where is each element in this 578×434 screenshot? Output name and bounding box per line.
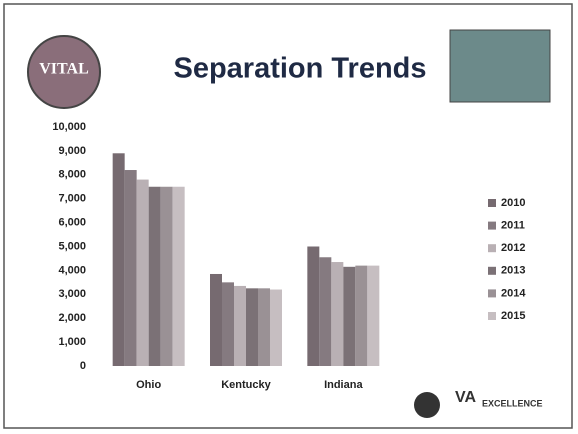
bar [234,285,246,366]
legend-swatch [488,199,496,207]
legend-label: 2014 [501,287,526,299]
legend-label: 2015 [501,310,525,322]
legend-swatch [488,244,496,253]
legend-label: 2013 [501,265,525,277]
y-tick-label: 6,000 [58,217,86,229]
bar [355,265,368,366]
bar [124,170,137,366]
y-tick-label: 8,000 [58,169,86,181]
bar [367,265,380,366]
vital-logo-text: VITAL [39,61,89,78]
x-tick-label: Ohio [136,379,161,391]
y-tick-label: 10,000 [52,121,86,133]
y-tick-label: 4,000 [58,264,86,276]
x-tick-label: Kentucky [221,379,271,391]
legend-label: 2012 [501,242,525,254]
bar [270,289,282,366]
va-text: VA [455,389,476,406]
legend-label: 2010 [501,197,525,209]
bar [343,266,356,366]
va-logo [414,392,440,418]
bar [319,257,332,366]
y-tick-label: 1,000 [58,336,86,348]
legend-swatch [488,312,496,320]
bar [331,262,344,366]
legend-swatch [488,266,496,275]
bar [258,288,270,366]
legend-swatch [488,221,496,230]
x-tick-label: Indiana [324,379,363,391]
bar [172,186,185,366]
excellence-text: EXCELLENCE [482,398,543,408]
y-tick-label: 7,000 [58,193,86,205]
bar [222,282,234,366]
legend-label: 2011 [501,220,525,232]
bar [246,288,258,366]
y-tick-label: 5,000 [58,240,86,252]
bar [160,186,173,366]
y-tick-label: 3,000 [58,288,86,300]
chart-title: Separation Trends [173,53,426,85]
bar [136,179,149,366]
bar [112,153,125,366]
vital-logo [27,35,101,109]
y-tick-label: 2,000 [58,312,86,324]
legend-swatch [488,289,496,298]
bar [210,273,222,366]
y-tick-label: 0 [80,360,86,372]
y-tick-label: 9,000 [58,145,86,157]
header-image [449,29,551,103]
bar [148,186,161,366]
bar [307,246,320,366]
